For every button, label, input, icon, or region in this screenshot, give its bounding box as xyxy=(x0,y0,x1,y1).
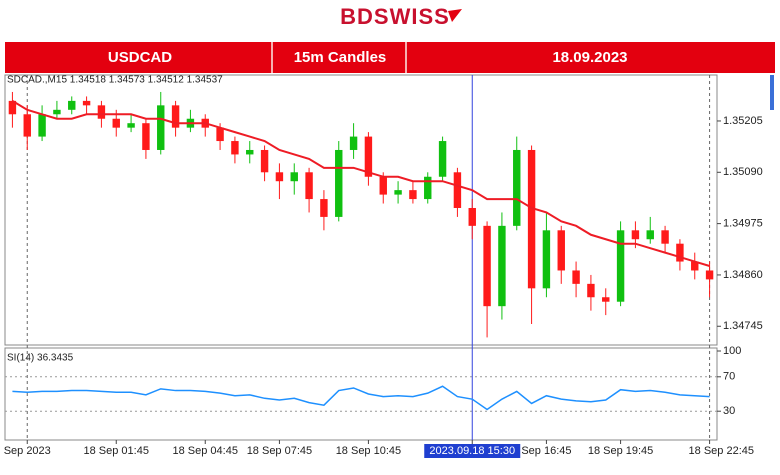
indicator-line xyxy=(12,385,710,411)
candle-body xyxy=(542,230,551,289)
candle-body xyxy=(661,230,669,244)
candle-body xyxy=(305,172,313,200)
candle-body xyxy=(616,230,625,302)
banner-divider xyxy=(271,42,273,73)
candle-body xyxy=(691,261,699,271)
candle-body xyxy=(453,172,462,208)
candle-body xyxy=(216,127,224,142)
y-tick-label: 1.35090 xyxy=(723,166,763,178)
candle-body xyxy=(513,149,521,226)
price-frame xyxy=(4,74,718,346)
candle-body xyxy=(424,176,432,200)
candle-body xyxy=(364,136,373,177)
candle-body xyxy=(68,100,76,110)
candle-body xyxy=(290,172,298,182)
candle-body xyxy=(142,123,150,150)
candle-body xyxy=(38,114,46,137)
banner-divider xyxy=(405,42,407,73)
candle-body xyxy=(335,149,343,217)
candle-body xyxy=(676,243,684,262)
candle-body xyxy=(527,149,536,289)
candle-body xyxy=(409,190,417,200)
y-tick-label: 1.34975 xyxy=(723,218,763,230)
candle-body xyxy=(705,270,714,280)
candle-body xyxy=(646,230,654,240)
y-tick-label: 1.34745 xyxy=(723,320,763,332)
moving-average xyxy=(11,100,710,267)
candle-body xyxy=(157,105,165,150)
candle-body xyxy=(23,114,31,137)
candle-body xyxy=(572,270,580,284)
logo-flag xyxy=(448,9,462,22)
indicator-label: SI(14) 36.3435 xyxy=(7,353,74,364)
candle-body xyxy=(468,207,476,226)
candle-body xyxy=(82,100,91,106)
candle-body xyxy=(112,118,120,128)
x-tick-label: 2023.09.18 15:30 xyxy=(429,445,515,457)
indicator-tick-label: 30 xyxy=(723,405,735,417)
x-tick-label: Sep 16:45 xyxy=(521,445,571,457)
x-tick-label: 18 Sep 04:45 xyxy=(173,445,238,457)
candle-body xyxy=(557,230,565,271)
candle-body xyxy=(320,199,328,217)
x-tick-label: 18 Sep 19:45 xyxy=(588,445,653,457)
indicator-tick-label: 70 xyxy=(723,371,735,383)
x-tick-label: 18 Sep 01:45 xyxy=(84,445,149,457)
indicator-frame xyxy=(4,347,718,441)
candle-body xyxy=(97,105,106,119)
banner-symbol: USDCAD xyxy=(108,49,172,66)
candle-body xyxy=(587,283,595,298)
info-text: SDCAD.,M15 1.34518 1.34573 1.34512 1.345… xyxy=(7,75,223,86)
candle-body xyxy=(275,172,284,182)
scroll-marker xyxy=(770,75,774,110)
candle-body xyxy=(127,123,135,128)
candle-body xyxy=(483,225,491,307)
candle-body xyxy=(631,230,640,240)
x-tick-label: 18 Sep 07:45 xyxy=(247,445,312,457)
banner-date: 18.09.2023 xyxy=(552,49,627,66)
candle-body xyxy=(231,141,239,155)
x-tick-label: Sep 2023 xyxy=(4,445,51,457)
candle-body xyxy=(498,225,506,307)
logo: BDSWISS xyxy=(340,4,450,29)
candle-body xyxy=(438,141,447,177)
y-tick-label: 1.35205 xyxy=(723,115,763,127)
x-tick-label: 18 Sep 22:45 xyxy=(689,445,754,457)
x-tick-label: 18 Sep 10:45 xyxy=(336,445,401,457)
indicator-tick-label: 100 xyxy=(723,345,741,357)
candle-body xyxy=(171,105,180,128)
candle-body xyxy=(246,149,254,155)
candle-body xyxy=(53,109,61,115)
candle-body xyxy=(349,136,358,150)
y-tick-label: 1.34860 xyxy=(723,269,763,281)
banner-timeframe: 15m Candles xyxy=(294,49,387,66)
banner xyxy=(5,42,775,73)
candle-body xyxy=(394,190,402,195)
candle-body xyxy=(8,100,17,115)
x-highlight xyxy=(424,444,521,458)
candle-body xyxy=(602,297,610,302)
candle-body xyxy=(260,149,269,173)
candle-body xyxy=(379,176,387,195)
